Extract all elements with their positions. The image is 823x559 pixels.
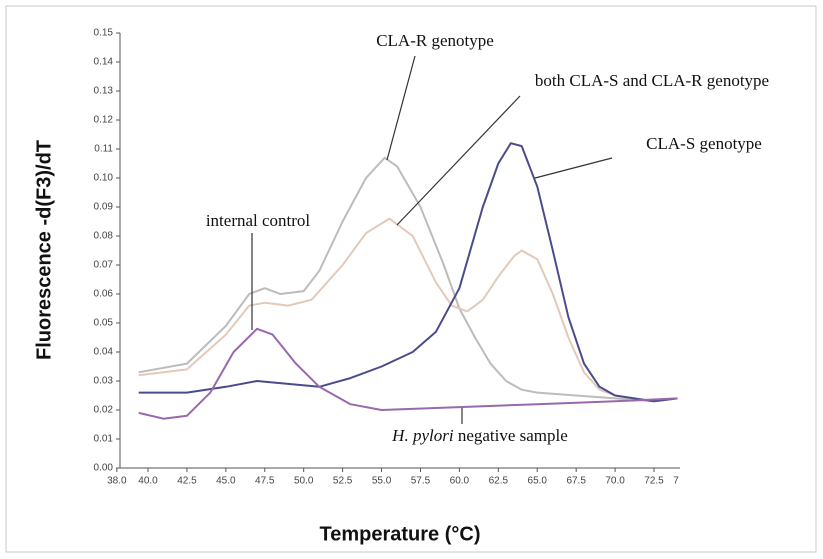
y-tick-label: 0.07 [94,260,114,271]
series-line [138,217,678,403]
y-tick-label: 0.15 [94,28,114,39]
x-tick-label: 40.0 [138,476,158,487]
plot-area [138,142,678,420]
y-tick-label: 0.14 [94,57,114,68]
x-tick-label: 55.0 [372,476,392,487]
series-line [138,327,678,420]
annotation: CLA-R genotype [376,31,494,50]
series-line [138,156,678,403]
y-tick-label: 0.01 [94,434,114,445]
series-line [138,142,678,403]
y-tick-label: 0.03 [94,376,114,387]
annotation: CLA-S genotype [646,134,762,153]
y-tick-label: 0.02 [94,405,114,416]
x-tick-label: 50.0 [294,476,314,487]
annotation-leader [396,95,521,226]
x-tick-label: 67.5 [566,476,586,487]
y-tick-label: 0.09 [94,202,114,213]
annotation-leader [386,55,416,161]
annotation: internal control [206,211,311,230]
y-tick-label: 0.00 [94,463,114,474]
annotation-text: both CLA-S and CLA-R genotype [535,71,769,90]
x-tick-label: 45.0 [216,476,236,487]
x-tick-label: 52.5 [333,476,353,487]
y-tick-label: 0.13 [94,86,114,97]
annotation: H. pylori negative sample [391,426,568,445]
frame [5,5,817,553]
x-tick-label: 47.5 [255,476,275,487]
annotation-text: CLA-S genotype [646,134,762,153]
x-tick-label: 38.0 [107,476,127,487]
x-tick-label: 72.5 [644,476,664,487]
x-tick-label: 57.5 [411,476,431,487]
y-tick-label: 0.05 [94,318,114,329]
x-tick-label: 65.0 [528,476,548,487]
annotation-text: internal control [206,211,311,230]
x-tick-label: 7 [673,476,679,487]
annotation-text: negative sample [454,426,568,445]
y-tick-label: 0.12 [94,115,114,126]
y-axis-title: Fluorescence -d(F3)/dT [33,140,55,360]
annotation: both CLA-S and CLA-R genotype [535,71,769,90]
y-tick-label: 0.11 [94,144,113,155]
annotation-text: CLA-R genotype [376,31,494,50]
y-tick-label: 0.08 [94,231,114,242]
annotation-leader [534,157,613,179]
x-tick-label: 42.5 [177,476,197,487]
annotation-italic: H. pylori [391,426,454,445]
y-tick-label: 0.06 [94,289,114,300]
x-axis-title: Temperature (°C) [320,523,481,545]
y-tick-label: 0.04 [94,347,114,358]
x-tick-label: 62.5 [489,476,509,487]
y-tick-label: 0.10 [94,173,114,184]
x-tick-label: 70.0 [605,476,625,487]
x-tick-label: 60.0 [450,476,470,487]
